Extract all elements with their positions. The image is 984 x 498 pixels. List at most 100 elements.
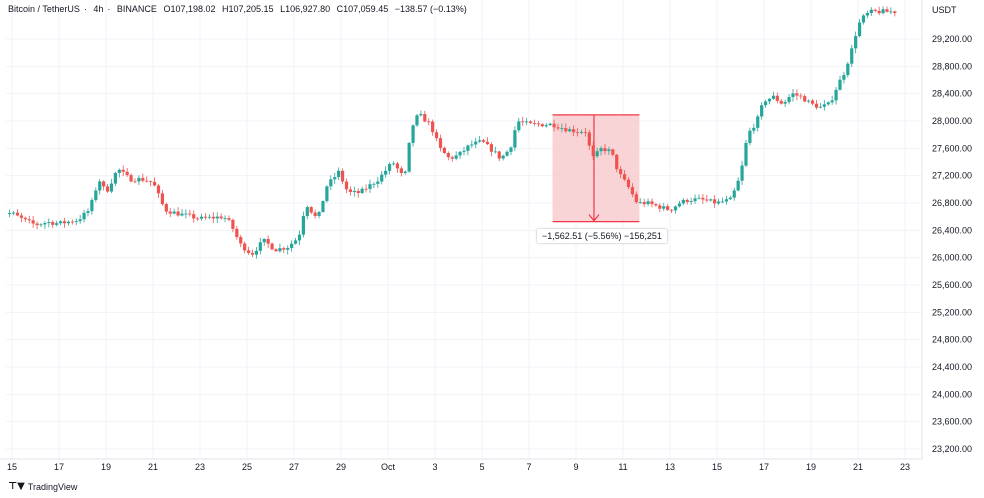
candle-down bbox=[779, 98, 783, 105]
candle-body bbox=[74, 221, 78, 223]
candle-up bbox=[82, 209, 86, 223]
candle-down bbox=[239, 234, 243, 248]
candlestick-series bbox=[8, 6, 897, 259]
candle-body bbox=[325, 186, 329, 202]
candle-up bbox=[716, 198, 721, 206]
candle-body bbox=[763, 101, 768, 106]
candle-body bbox=[105, 186, 110, 192]
candle-up bbox=[317, 211, 321, 219]
candle-body bbox=[207, 216, 211, 218]
candle-body bbox=[497, 151, 501, 159]
candle-up bbox=[258, 237, 262, 255]
candle-down bbox=[705, 194, 709, 203]
candle-down bbox=[102, 180, 106, 191]
candle-body bbox=[442, 147, 446, 153]
currency-unit-badge[interactable]: USDT bbox=[932, 5, 957, 15]
candle-down bbox=[23, 216, 27, 223]
candle-up bbox=[763, 99, 768, 108]
candle-body bbox=[626, 179, 631, 188]
candle-body bbox=[55, 223, 59, 225]
candle-up bbox=[98, 179, 102, 195]
candle-body bbox=[713, 199, 717, 204]
price-axis[interactable]: 29,200.00 28,800.00 28,400.00 28,000.00 27,6… bbox=[932, 34, 972, 454]
candle-up bbox=[595, 147, 599, 159]
candle-body bbox=[340, 170, 345, 182]
price-range-measure[interactable] bbox=[552, 114, 640, 223]
candle-up bbox=[415, 113, 419, 127]
candle-body bbox=[278, 248, 282, 252]
candle-body bbox=[583, 132, 587, 133]
candle-up bbox=[117, 168, 121, 178]
candle-body bbox=[282, 248, 286, 250]
candle-down bbox=[19, 212, 23, 223]
candle-down bbox=[877, 6, 881, 16]
candle-body bbox=[290, 243, 294, 248]
candle-body bbox=[27, 219, 31, 221]
candle-up bbox=[599, 146, 603, 156]
candle-body bbox=[517, 121, 521, 131]
candle-down bbox=[803, 94, 807, 103]
candle-up bbox=[113, 171, 117, 187]
brand-watermark[interactable]: ⊤▼ TradingView bbox=[8, 481, 77, 492]
time-tick-label: 23 bbox=[900, 462, 910, 472]
candle-body bbox=[94, 190, 98, 201]
time-tick-label: 29 bbox=[336, 462, 346, 472]
interval[interactable]: 4h bbox=[93, 4, 104, 14]
price-tick-label: 28,000.00 bbox=[932, 116, 972, 126]
time-tick-label: 7 bbox=[526, 462, 531, 472]
candle-body bbox=[102, 181, 106, 187]
candle-down bbox=[356, 188, 360, 198]
candle-up bbox=[677, 200, 681, 208]
candle-down bbox=[31, 215, 35, 228]
candle-body bbox=[505, 151, 509, 156]
candle-body bbox=[603, 148, 607, 152]
candle-body bbox=[865, 13, 869, 16]
candle-down bbox=[133, 178, 137, 184]
candle-down bbox=[395, 161, 399, 173]
candle-up bbox=[857, 18, 862, 38]
time-axis[interactable]: 15 17 19 21 23 25 27 29 Oct 3 5 7 9 11 13 15 17 19 21 23 bbox=[7, 462, 910, 472]
candle-up bbox=[376, 177, 380, 188]
candle-up bbox=[39, 223, 43, 228]
candle-body bbox=[591, 145, 595, 157]
candle-down bbox=[156, 184, 161, 198]
candle-up bbox=[333, 172, 337, 184]
candle-body bbox=[814, 103, 819, 108]
candle-up bbox=[391, 161, 396, 166]
time-tick-label: 21 bbox=[148, 462, 158, 472]
price-tick-label: 25,600.00 bbox=[932, 280, 972, 290]
candle-body bbox=[548, 123, 552, 126]
candle-body bbox=[822, 104, 826, 107]
candle-up bbox=[78, 214, 82, 224]
candle-body bbox=[329, 179, 333, 187]
ohlc-change: −138.57 (−0.13%) bbox=[394, 4, 467, 14]
candle-body bbox=[756, 116, 760, 128]
candle-body bbox=[66, 221, 70, 224]
symbol-name[interactable]: Bitcoin / TetherUS bbox=[8, 4, 80, 14]
price-tick-label: 23,600.00 bbox=[932, 417, 972, 427]
ohlc-close: C107,059.45 bbox=[336, 4, 389, 14]
candle-up bbox=[66, 220, 70, 226]
candle-body bbox=[556, 127, 560, 129]
time-tick-label: Oct bbox=[381, 462, 396, 472]
candle-down bbox=[556, 123, 560, 131]
candle-up bbox=[548, 122, 552, 127]
candle-down bbox=[309, 206, 313, 215]
candle-body bbox=[818, 106, 822, 108]
candle-up bbox=[254, 246, 258, 259]
candle-up bbox=[728, 195, 732, 201]
candle-up bbox=[740, 160, 744, 185]
candle-down bbox=[149, 180, 153, 187]
candle-body bbox=[344, 181, 349, 190]
time-tick-label: 5 bbox=[479, 462, 484, 472]
candle-body bbox=[176, 211, 180, 216]
candle-body bbox=[705, 199, 709, 201]
candle-body bbox=[528, 121, 533, 123]
candle-body bbox=[403, 171, 407, 173]
candle-body bbox=[239, 237, 243, 244]
candle-body bbox=[881, 9, 885, 14]
candle-body bbox=[795, 93, 799, 96]
candle-up bbox=[368, 179, 372, 193]
